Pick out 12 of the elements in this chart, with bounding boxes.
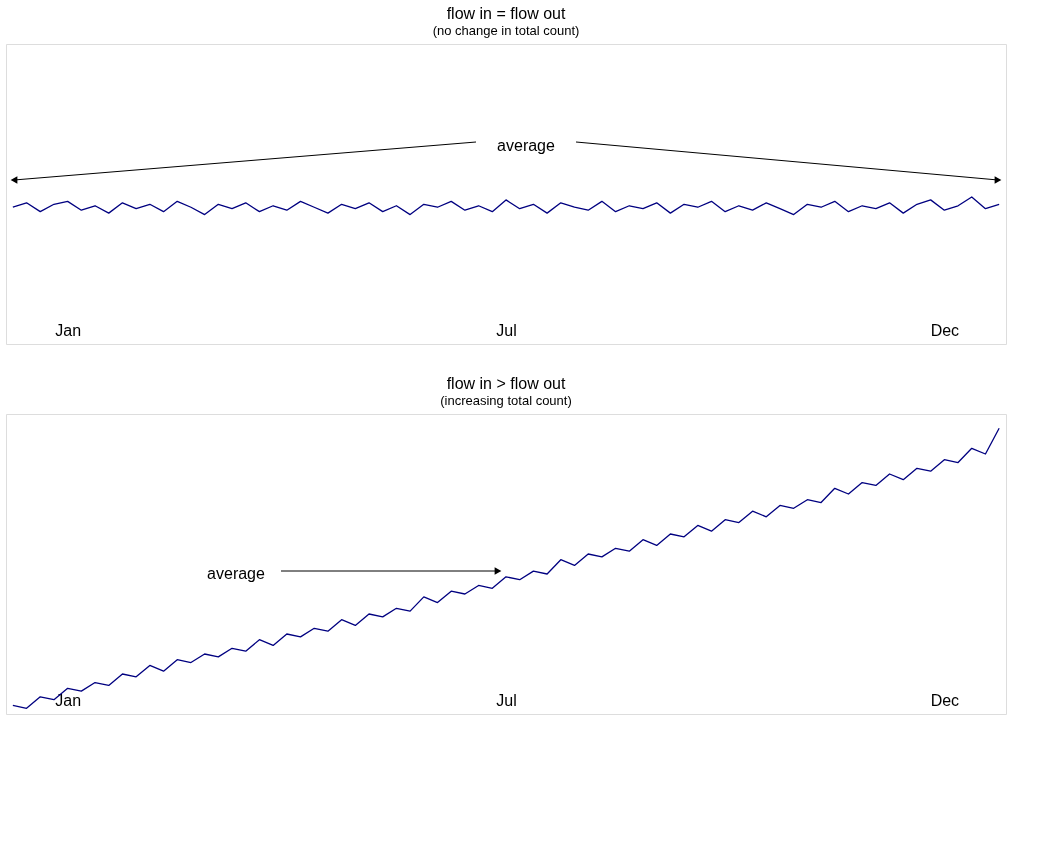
- chart-title: flow in > flow out: [446, 375, 566, 392]
- text: average: [497, 137, 556, 154]
- chart-subtitle: (no change in total count): [432, 23, 580, 38]
- chart-title: flow in = flow out: [446, 5, 566, 22]
- x-tick-label: Jul: [496, 321, 517, 339]
- x-tick-label: Jul: [496, 691, 517, 709]
- x-tick-label: Jan: [55, 321, 82, 339]
- x-tick-label: Jan: [55, 691, 82, 709]
- x-tick-label: Dec: [930, 321, 960, 339]
- annotation: average: [207, 565, 266, 582]
- x-tick-label: Dec: [930, 691, 960, 709]
- chart-subtitle: (increasing total count): [440, 393, 572, 408]
